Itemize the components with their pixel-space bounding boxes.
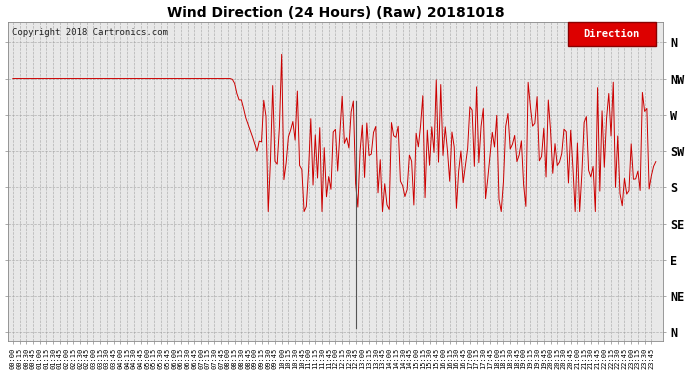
Title: Wind Direction (24 Hours) (Raw) 20181018: Wind Direction (24 Hours) (Raw) 20181018 [166, 6, 504, 20]
FancyBboxPatch shape [568, 22, 656, 46]
Text: Copyright 2018 Cartronics.com: Copyright 2018 Cartronics.com [12, 28, 168, 38]
Text: Direction: Direction [584, 29, 640, 39]
